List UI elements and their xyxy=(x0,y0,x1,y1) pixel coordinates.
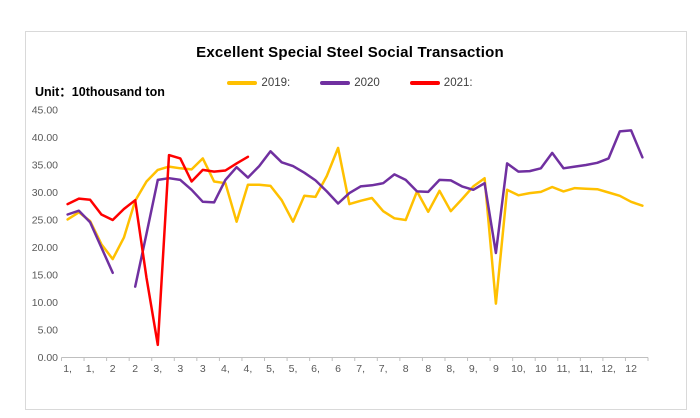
x-axis-tick-label: 7, xyxy=(356,363,365,375)
y-axis-tick-label: 25.00 xyxy=(32,215,58,227)
y-axis-tick-label: 30.00 xyxy=(32,187,58,199)
y-axis-tick-label: 45.00 xyxy=(32,105,58,117)
chart-frame xyxy=(25,31,687,410)
y-axis-tick-label: 10.00 xyxy=(32,297,58,309)
y-axis-tick-label: 15.00 xyxy=(32,270,58,282)
legend-item-2021: 2021: xyxy=(409,77,473,89)
x-axis-tick-label: 2 xyxy=(132,363,138,375)
x-axis-tick-label: 2 xyxy=(110,363,116,375)
series-line-2020 xyxy=(66,209,114,275)
y-axis-tick-label: 40.00 xyxy=(32,132,58,144)
x-axis-tick-label: 8 xyxy=(425,363,431,375)
x-axis-tick-label: 12 xyxy=(625,363,637,375)
legend-swatch-2021 xyxy=(409,81,440,85)
x-axis-tick-label: 5, xyxy=(266,363,275,375)
legend-swatch-2019 xyxy=(227,81,258,85)
legend-item-2020: 2020 xyxy=(320,77,380,89)
x-axis-tick-label: 6, xyxy=(311,363,320,375)
x-axis-tick-label: 9 xyxy=(493,363,499,375)
legend-item-2019: 2019: xyxy=(227,77,290,89)
legend-label-2020: 2020 xyxy=(354,77,380,89)
x-axis-tick-label: 10 xyxy=(535,363,547,375)
series-line-2019 xyxy=(66,146,644,305)
legend-swatch-2020 xyxy=(320,81,351,85)
chart-title: Excellent Special Steel Social Transacti… xyxy=(196,44,504,61)
x-axis-tick-label: 8 xyxy=(403,363,409,375)
x-axis-tick-label: 12, xyxy=(601,363,616,375)
x-axis-tick-label: 7, xyxy=(379,363,388,375)
x-axis-tick-label: 6 xyxy=(335,363,341,375)
x-axis-tick-label: 3, xyxy=(153,363,162,375)
series-line-2021 xyxy=(66,153,250,347)
legend-label-2021: 2021: xyxy=(443,77,473,89)
x-axis-tick-label: 1, xyxy=(86,363,95,375)
x-axis-tick-label: 5, xyxy=(289,363,298,375)
series-line-2020 xyxy=(133,129,644,288)
y-axis-tick-label: 0.00 xyxy=(38,352,59,364)
x-axis-tick-label: 3 xyxy=(200,363,206,375)
unit-label: Unit：10thousand ton xyxy=(35,85,165,99)
x-axis-tick-label: 10, xyxy=(511,363,526,375)
x-axis-tick-label: 4, xyxy=(244,363,253,375)
chart-legend: 2019: 2020 2021: xyxy=(170,77,530,89)
x-axis-tick-label: 11, xyxy=(579,363,593,375)
x-axis-tick-label: 11, xyxy=(557,363,571,375)
legend-label-2019: 2019: xyxy=(261,77,291,89)
x-axis-tick-label: 1, xyxy=(63,363,72,375)
y-axis-tick-label: 20.00 xyxy=(32,242,58,254)
x-axis-tick-label: 8, xyxy=(446,363,455,375)
x-axis-tick-label: 4, xyxy=(221,363,230,375)
x-axis-tick-label: 9, xyxy=(469,363,478,375)
x-axis-tick-label: 3 xyxy=(177,363,183,375)
y-axis-tick-label: 35.00 xyxy=(32,160,58,172)
y-axis-tick-label: 5.00 xyxy=(38,325,59,337)
